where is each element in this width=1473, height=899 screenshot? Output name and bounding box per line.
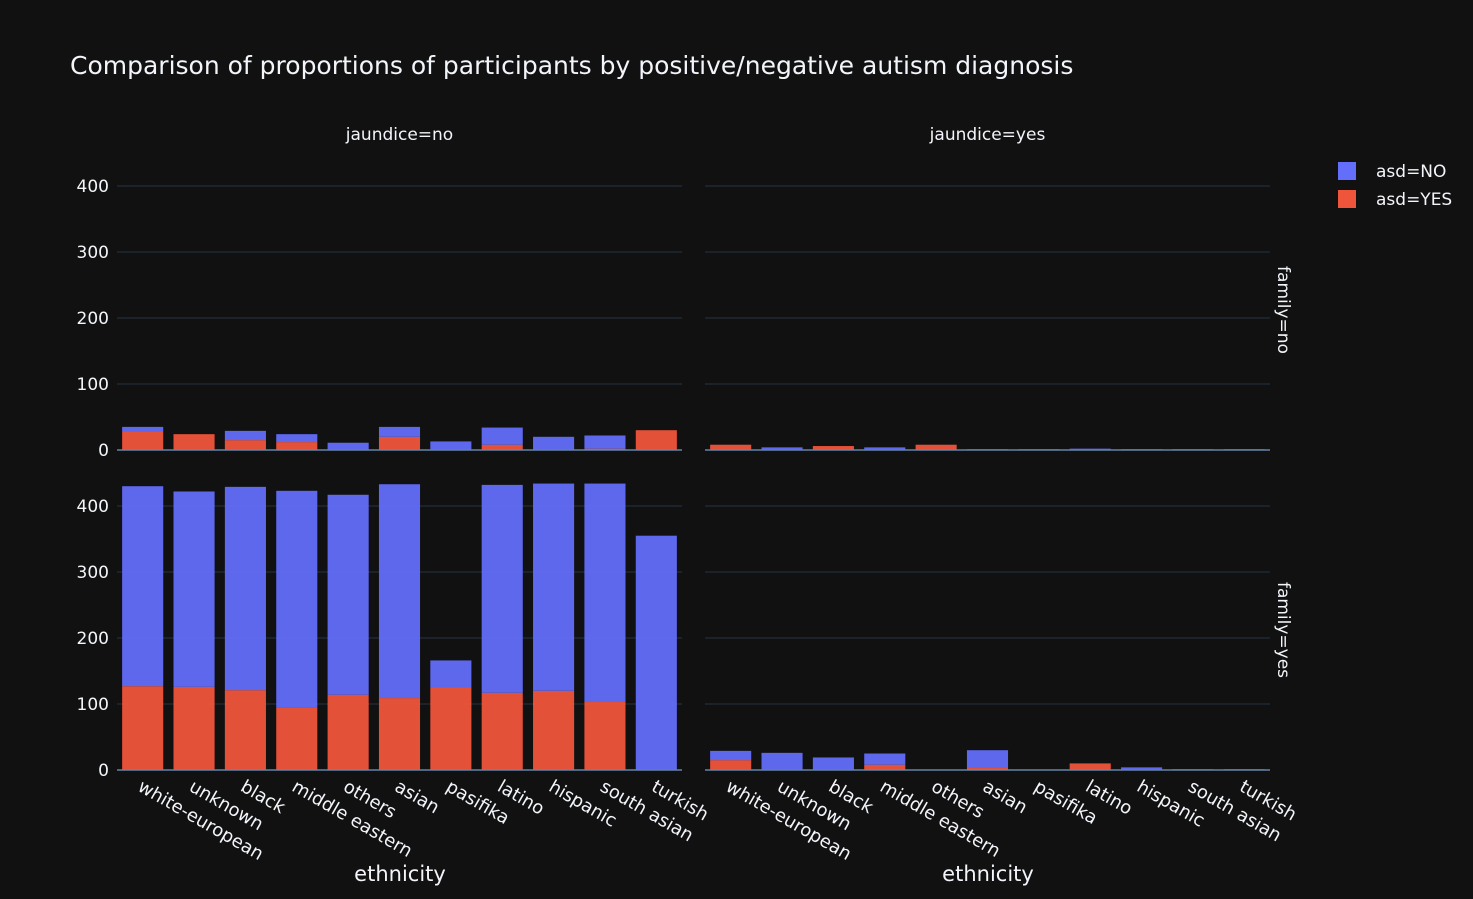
chart-title: Comparison of proportions of participant…	[70, 51, 1073, 80]
col-facet-label: jaundice=no	[345, 125, 453, 145]
bar-asd-no[interactable]	[761, 752, 803, 770]
x-axis-title-left: ethnicity	[354, 862, 446, 886]
bar-asd-yes[interactable]	[915, 444, 957, 450]
bar-asd-no[interactable]	[710, 750, 752, 761]
y-tick-label: 200	[77, 309, 109, 329]
row-facet-label: family=no	[1273, 266, 1293, 354]
bar-asd-yes[interactable]	[122, 431, 164, 450]
bar-asd-no[interactable]	[378, 426, 421, 437]
bar-asd-yes[interactable]	[481, 444, 523, 450]
bar-asd-no[interactable]	[864, 447, 906, 450]
bar-asd-no[interactable]	[1172, 769, 1214, 770]
bar-asd-yes[interactable]	[276, 442, 318, 450]
bar-asd-no[interactable]	[812, 757, 854, 770]
bar-asd-no[interactable]	[224, 486, 266, 691]
bar-asd-no[interactable]	[533, 483, 575, 691]
bar-asd-no[interactable]	[481, 427, 523, 445]
y-tick-label: 0	[98, 441, 109, 461]
legend[interactable]: asd=NO asd=YES	[1338, 162, 1452, 210]
bar-asd-yes[interactable]	[966, 768, 1009, 770]
bar-asd-no[interactable]	[1069, 448, 1111, 450]
bar-asd-no[interactable]	[1223, 449, 1265, 450]
bar-asd-no[interactable]	[761, 447, 803, 450]
bar-asd-no[interactable]	[1172, 449, 1214, 450]
bar-asd-yes[interactable]	[1069, 763, 1111, 770]
bar-asd-no[interactable]	[1121, 767, 1163, 770]
bar-asd-no[interactable]	[1018, 449, 1060, 450]
bar-asd-yes[interactable]	[584, 448, 626, 450]
bar-asd-yes[interactable]	[481, 692, 523, 770]
bar-asd-yes[interactable]	[710, 444, 752, 450]
row-facet-label: family=yes	[1273, 582, 1293, 678]
bar-asd-yes[interactable]	[122, 686, 164, 770]
bar-asd-yes[interactable]	[173, 686, 215, 770]
bar-asd-no[interactable]	[481, 484, 523, 693]
legend-swatch[interactable]	[1338, 190, 1356, 208]
bar-asd-yes[interactable]	[635, 430, 677, 450]
bar-asd-yes[interactable]	[378, 436, 421, 450]
x-axis-title-right: ethnicity	[942, 862, 1034, 886]
bar-asd-no[interactable]	[584, 483, 626, 703]
bar-asd-no[interactable]	[1121, 449, 1163, 450]
bar-asd-no[interactable]	[430, 660, 472, 688]
bar-asd-no[interactable]	[122, 486, 164, 687]
bar-asd-no[interactable]	[224, 430, 266, 441]
bar-asd-no[interactable]	[122, 426, 164, 432]
bar-asd-no[interactable]	[533, 436, 575, 450]
bar-asd-no[interactable]	[327, 442, 369, 450]
bar-asd-yes[interactable]	[224, 440, 266, 450]
bar-asd-no[interactable]	[430, 441, 472, 450]
bar-asd-no[interactable]	[276, 434, 318, 443]
bar-asd-no[interactable]	[966, 449, 1009, 450]
bar-asd-yes[interactable]	[710, 760, 752, 770]
bar-asd-no[interactable]	[1223, 769, 1265, 770]
bar-asd-no[interactable]	[864, 753, 906, 765]
bar-asd-yes[interactable]	[533, 690, 575, 770]
bar-asd-yes[interactable]	[224, 690, 266, 770]
bar-asd-no[interactable]	[635, 535, 677, 770]
bar-asd-no[interactable]	[966, 750, 1009, 769]
y-tick-label: 400	[77, 177, 109, 197]
legend-label[interactable]: asd=NO	[1376, 162, 1446, 182]
bar-asd-no[interactable]	[276, 490, 318, 708]
col-facet-label: jaundice=yes	[929, 125, 1046, 145]
y-tick-label: 400	[77, 497, 109, 517]
y-tick-label: 300	[77, 243, 109, 263]
bar-asd-yes[interactable]	[378, 698, 421, 770]
legend-label[interactable]: asd=YES	[1376, 190, 1452, 210]
bar-asd-no[interactable]	[327, 494, 369, 695]
y-tick-label: 200	[77, 629, 109, 649]
bar-asd-yes[interactable]	[864, 764, 906, 770]
bar-asd-yes[interactable]	[812, 446, 854, 450]
bar-asd-no[interactable]	[378, 484, 421, 699]
bar-asd-no[interactable]	[584, 435, 626, 449]
bar-asd-no[interactable]	[173, 491, 215, 687]
bar-asd-yes[interactable]	[276, 707, 318, 770]
y-tick-label: 0	[98, 761, 109, 781]
y-tick-label: 100	[77, 695, 109, 715]
y-tick-label: 100	[77, 375, 109, 395]
bar-asd-yes[interactable]	[584, 702, 626, 770]
bar-asd-yes[interactable]	[173, 434, 215, 450]
bar-asd-yes[interactable]	[430, 687, 472, 771]
legend-swatch[interactable]	[1338, 162, 1356, 180]
y-tick-label: 300	[77, 563, 109, 583]
bar-asd-yes[interactable]	[327, 694, 369, 770]
